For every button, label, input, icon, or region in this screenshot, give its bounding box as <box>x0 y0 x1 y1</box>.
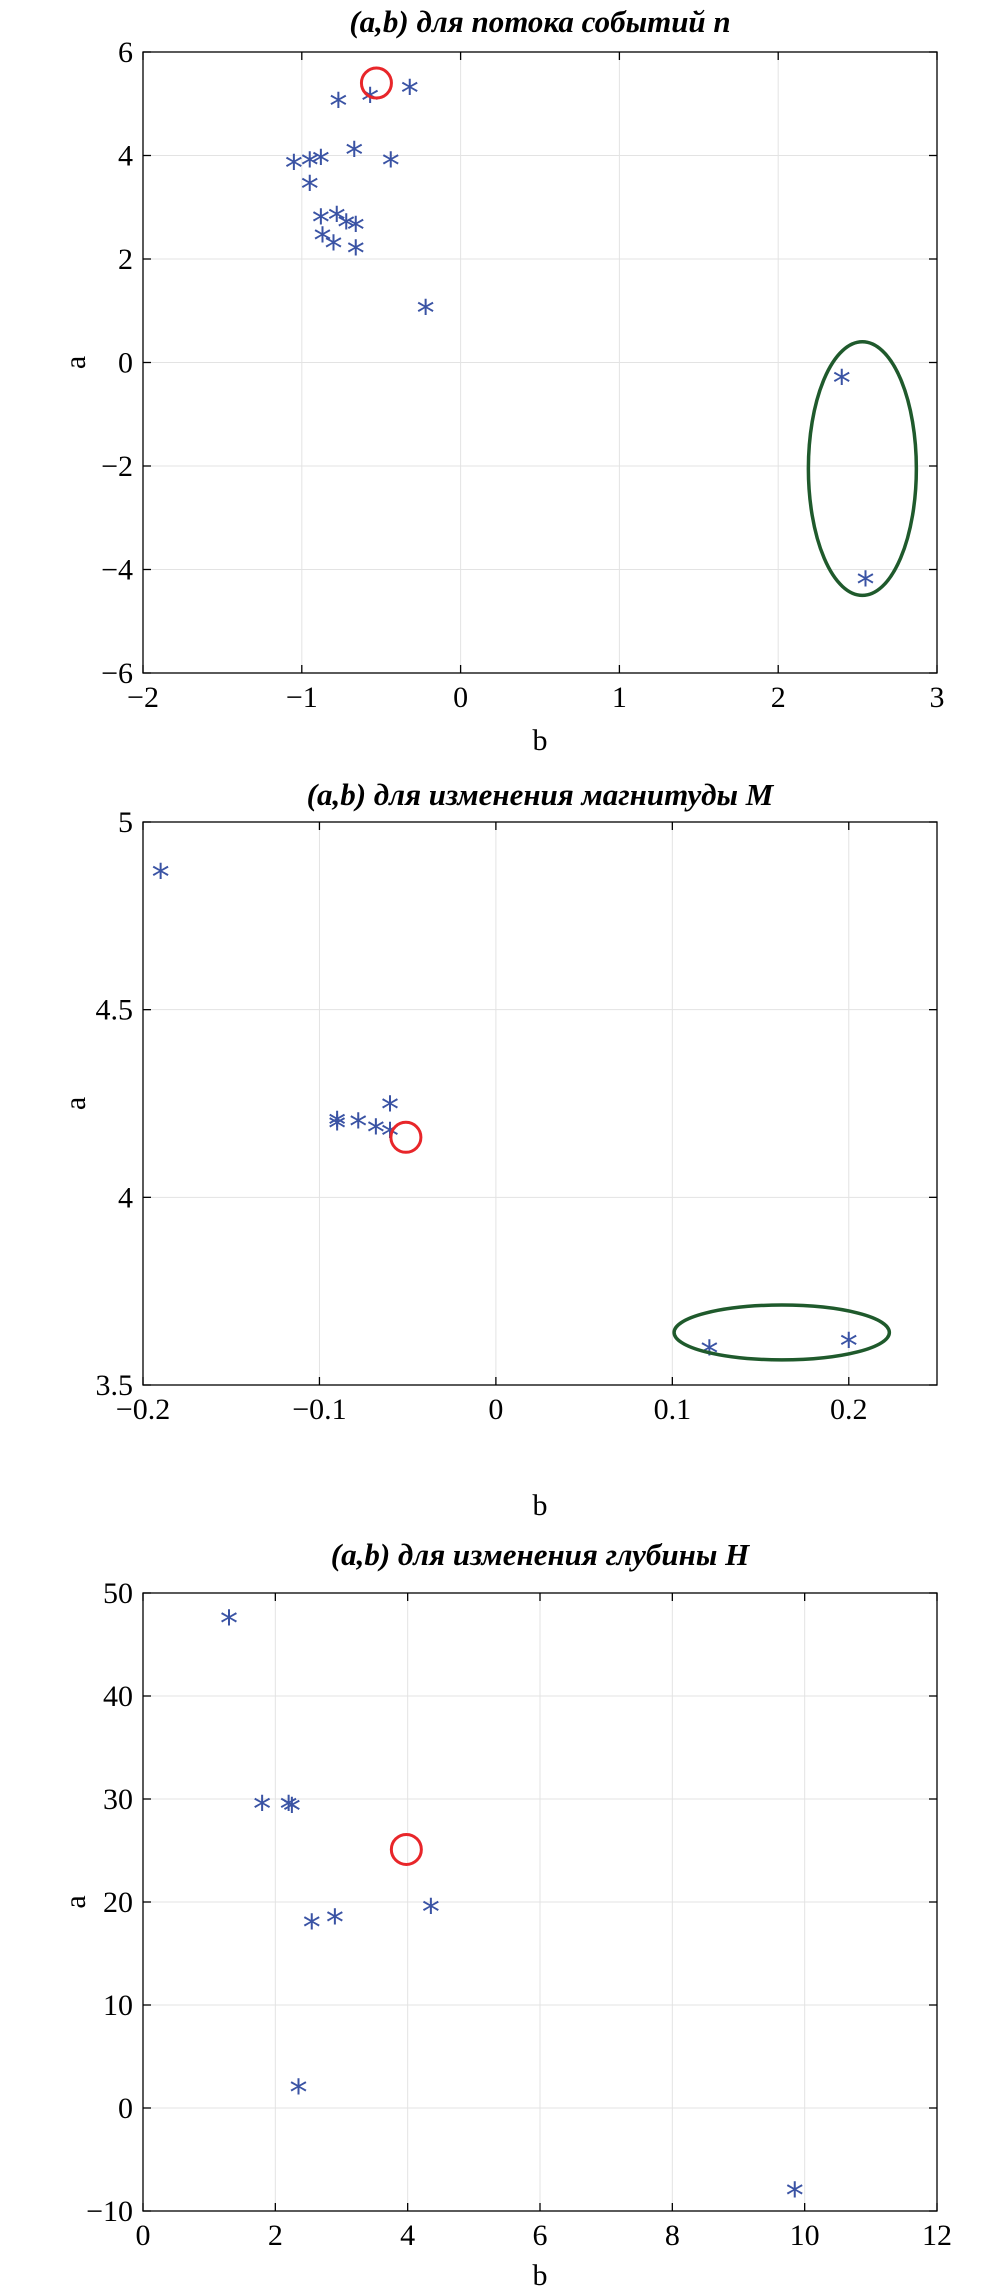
chart-3-x-tick-label: 6 <box>533 2219 548 2252</box>
chart-2-data-point: * <box>328 1105 346 1146</box>
chart-3-highlight-circle <box>389 1832 423 1866</box>
chart-1-x-tick-label: −1 <box>286 681 318 714</box>
chart-1-data-point: * <box>285 148 303 189</box>
chart-3-data-point: * <box>786 2175 804 2216</box>
chart-1-y-axis-label: a <box>59 356 92 369</box>
chart-1-x-axis-label: b <box>533 724 548 757</box>
chart-1-y-tick-label: 0 <box>118 347 133 380</box>
chart-3-data-point: * <box>280 1789 298 1830</box>
chart-3-data-point: * <box>422 1892 440 1933</box>
chart-1-data-point: * <box>382 146 400 187</box>
chart-3-data-point: * <box>253 1789 271 1830</box>
chart-3-x-tick-label: 10 <box>790 2219 820 2252</box>
chart-1-y-tick-label: 6 <box>118 36 133 69</box>
chart-2-data-point: * <box>840 1326 858 1367</box>
chart-1-data-point: * <box>347 210 365 251</box>
chart-1-data-point: * <box>312 143 330 184</box>
chart-1-x-tick-label: 1 <box>612 681 627 714</box>
chart-2-x-tick-label: −0.2 <box>116 1393 170 1426</box>
chart-1-data-point: * <box>401 73 419 114</box>
chart-1-data-point: * <box>329 86 347 127</box>
chart-3-y-tick-label: −10 <box>86 2195 133 2228</box>
chart-3-data-point: * <box>326 1902 344 1943</box>
chart-1-x-tick-label: 2 <box>771 681 786 714</box>
chart-1-data-point: * <box>313 221 331 262</box>
chart-2-highlight-ellipse <box>672 1303 892 1362</box>
chart-2-data-point: * <box>367 1112 385 1153</box>
chart-3-x-tick-label: 12 <box>922 2219 952 2252</box>
chart-1-data-point: * <box>417 293 435 334</box>
chart-1-data-point: * <box>345 135 363 176</box>
chart-2-x-tick-label: 0 <box>488 1393 503 1426</box>
chart-2-x-axis-label: b <box>533 1489 548 1522</box>
chart-2-data-point: * <box>328 1109 346 1150</box>
chart-1-y-tick-label: −4 <box>101 554 133 587</box>
chart-1-y-tick-label: 2 <box>118 243 133 276</box>
chart-3-x-tick-label: 8 <box>665 2219 680 2252</box>
chart-3-y-tick-label: 20 <box>103 1886 133 1919</box>
chart-1-highlight-circle <box>359 66 393 100</box>
chart-3-y-tick-label: 10 <box>103 1989 133 2022</box>
chart-3-x-tick-label: 4 <box>400 2219 415 2252</box>
chart-3-y-tick-label: 50 <box>103 1577 133 1610</box>
chart-3-data-point: * <box>220 1604 238 1645</box>
chart-2-title: (a,b) для изменения магнитуды M <box>307 777 775 812</box>
chart-1-y-tick-label: −6 <box>101 657 133 690</box>
chart-3-x-tick-label: 2 <box>268 2219 283 2252</box>
chart-1-data-point: * <box>328 200 346 241</box>
chart-2-highlight-circle <box>389 1120 423 1154</box>
chart-1-data-point: * <box>312 202 330 243</box>
chart-1-x-tick-label: 3 <box>930 681 945 714</box>
chart-1-data-point: * <box>301 169 319 210</box>
chart-3-y-tick-label: 40 <box>103 1680 133 1713</box>
chart-1-y-tick-label: −2 <box>101 450 133 483</box>
chart-2-x-tick-label: −0.1 <box>292 1393 346 1426</box>
chart-3-x-tick-label: 0 <box>136 2219 151 2252</box>
chart-2-y-tick-label: 3.5 <box>96 1369 134 1402</box>
chart-1-x-tick-label: 0 <box>453 681 468 714</box>
chart-3-x-axis-label: b <box>533 2259 548 2291</box>
chart-1-x-tick-label: −2 <box>127 681 159 714</box>
chart-1-highlight-ellipse <box>806 340 919 598</box>
chart-2-y-tick-label: 4 <box>118 1181 133 1214</box>
chart-2-data-point: * <box>349 1107 367 1148</box>
chart-2-y-tick-label: 4.5 <box>96 994 134 1027</box>
chart-2-data-point: * <box>381 1090 399 1131</box>
chart-1-data-point: * <box>301 146 319 187</box>
chart-1-data-point: * <box>337 208 355 249</box>
chart-3-data-point: * <box>283 1791 301 1832</box>
chart-3-y-tick-label: 0 <box>118 2092 133 2125</box>
chart-2-data-point: * <box>152 857 170 898</box>
chart-1-data-point: * <box>857 565 875 606</box>
chart-1-data-point: * <box>833 363 851 404</box>
chart-3-data-point: * <box>289 2072 307 2113</box>
chart-1-data-point: * <box>361 81 379 122</box>
chart-3-title: (a,b) для изменения глубины H <box>331 1537 750 1572</box>
chart-1-data-point: * <box>347 233 365 274</box>
chart-3-y-tick-label: 30 <box>103 1783 133 1816</box>
chart-2-x-tick-label: 0.1 <box>654 1393 692 1426</box>
chart-1-y-tick-label: 4 <box>118 140 133 173</box>
chart-2-x-tick-label: 0.2 <box>830 1393 868 1426</box>
chart-1-data-point: * <box>325 228 343 269</box>
chart-2-plot-area <box>142 821 938 1386</box>
chart-3-data-point: * <box>303 1907 321 1948</box>
chart-2-y-axis-label: a <box>59 1097 92 1110</box>
chart-3-y-axis-label: a <box>59 1895 92 1908</box>
chart-1-title: (a,b) для потока событий n <box>349 4 730 39</box>
chart-2-y-tick-label: 5 <box>118 806 133 839</box>
